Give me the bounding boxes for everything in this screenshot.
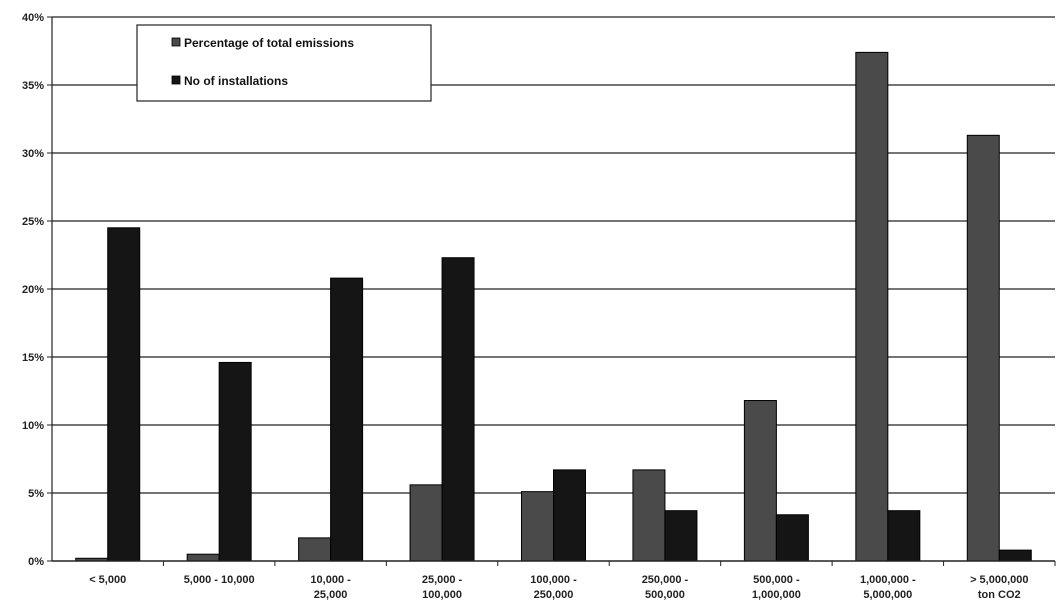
x-axis-category-labels: < 5,000 5,000 - 10,000 10,000 -25,000 25,00… — [89, 574, 1028, 601]
bar-no-installations — [330, 277, 364, 562]
y-tick-label: 20% — [22, 284, 44, 296]
legend-swatch — [171, 75, 181, 85]
bar-no-installations — [218, 361, 252, 562]
y-tick-label: 5% — [28, 488, 44, 500]
y-tick-label: 25% — [22, 216, 44, 228]
y-tick-label: 30% — [22, 148, 44, 160]
y-axis-tick-labels: 0% 5% 10% 15% 20% 25% 30% 35% 40% — [22, 12, 44, 568]
x-category-label: < 5,000 — [89, 574, 126, 586]
bar-percentage-emissions — [743, 400, 777, 562]
legend-label: No of installations — [184, 74, 288, 88]
legend-swatch — [171, 37, 181, 47]
bar-percentage-emissions — [855, 51, 889, 562]
x-category-label: 500,000 -1,000,000 — [752, 574, 801, 601]
x-category-label: 250,000 -500,000 — [642, 574, 689, 601]
x-category-label: 25,000 -100,000 — [422, 574, 463, 601]
y-tick-label: 0% — [28, 556, 44, 568]
x-category-label: 10,000 -25,000 — [310, 574, 351, 601]
legend-label: Percentage of total emissions — [184, 36, 354, 50]
y-tick-label: 15% — [22, 352, 44, 364]
y-tick-label: 40% — [22, 12, 44, 24]
x-category-label: 100,000 -250,000 — [530, 574, 577, 601]
x-category-label: 5,000 - 10,000 — [184, 574, 255, 586]
bar-no-installations — [664, 510, 698, 562]
bar-no-installations — [441, 257, 475, 562]
y-tick-label: 35% — [22, 80, 44, 92]
x-category-label: 1,000,000 -5,000,000 — [860, 574, 916, 601]
bar-no-installations — [887, 510, 921, 562]
bar-no-installations — [775, 514, 809, 562]
legend-box — [136, 24, 432, 102]
bar-percentage-emissions — [966, 134, 1000, 562]
bar-percentage-emissions — [409, 484, 443, 562]
x-category-label: > 5,000,000 ton CO2 — [970, 574, 1028, 601]
bar-no-installations — [553, 469, 586, 562]
bar-percentage-emissions — [632, 469, 666, 562]
axes — [51, 17, 1055, 562]
legend: Percentage of total emissions No of insta… — [136, 24, 432, 102]
bars — [75, 51, 1032, 562]
bar-percentage-emissions — [521, 491, 554, 562]
y-tick-label: 10% — [22, 420, 44, 432]
bar-no-installations — [998, 549, 1032, 562]
bar-percentage-emissions — [298, 537, 332, 562]
bar-no-installations — [107, 227, 141, 562]
bar-percentage-emissions — [186, 553, 220, 562]
